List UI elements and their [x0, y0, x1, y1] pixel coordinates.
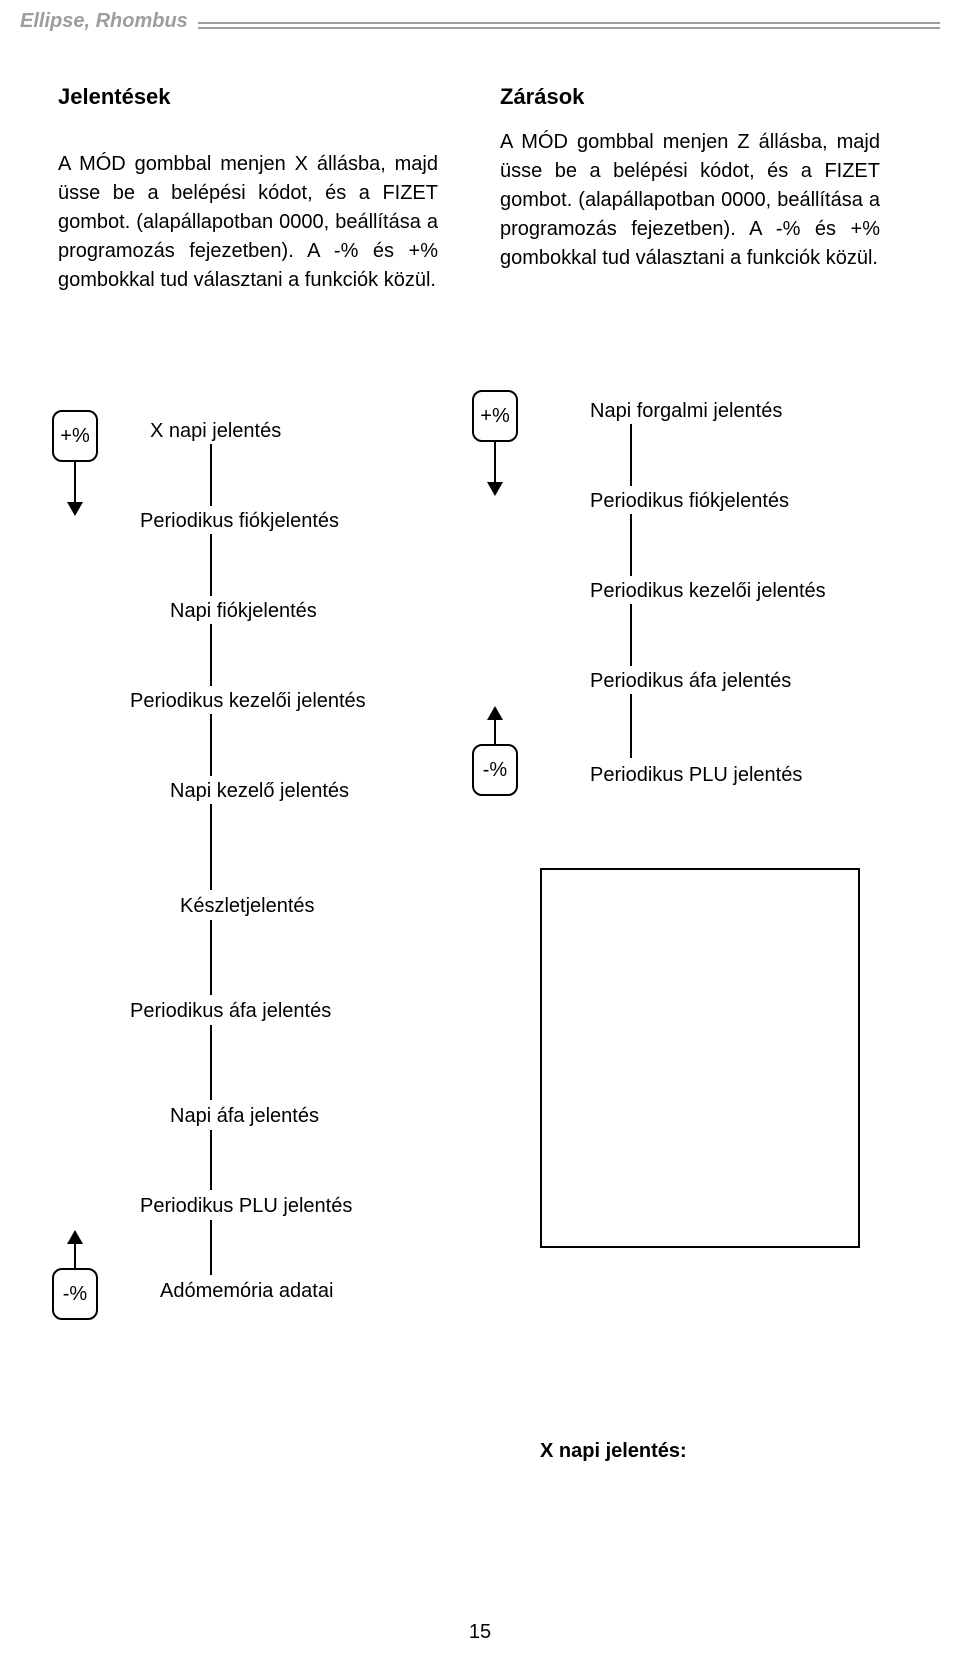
left-seg-1 [210, 534, 212, 596]
left-seg-0 [210, 444, 212, 506]
left-node-5: Készletjelentés [180, 895, 315, 918]
right-seg-2 [630, 604, 632, 666]
left-node-8: Periodikus PLU jelentés [140, 1195, 352, 1218]
left-seg-8 [210, 1220, 212, 1275]
left-node-0: X napi jelentés [150, 420, 281, 443]
right-paragraph: A MÓD gombbal menjen Z állásba, majd üss… [500, 128, 880, 273]
right-node-1: Periodikus fiókjelentés [590, 490, 789, 513]
left-node-4: Napi kezelő jelentés [170, 780, 349, 803]
left-node-2: Napi fiókjelentés [170, 600, 317, 623]
left-seg-4 [210, 804, 212, 890]
left-bottom-arrow-tail [74, 1244, 76, 1268]
page-number: 15 [469, 1621, 491, 1644]
left-top-arrow-tail [74, 462, 76, 502]
right-seg-0 [630, 424, 632, 486]
diagram-region: +% X napi jelentés Periodikus fiókjelent… [40, 370, 920, 1570]
left-top-arrow-head [67, 502, 83, 516]
left-seg-7 [210, 1130, 212, 1190]
left-node-3: Periodikus kezelői jelentés [130, 690, 366, 713]
right-node-4: Periodikus PLU jelentés [590, 764, 802, 787]
left-node-9: Adómemória adatai [160, 1280, 333, 1303]
right-node-2: Periodikus kezelői jelentés [590, 580, 826, 603]
left-node-1: Periodikus fiókjelentés [140, 510, 339, 533]
right-bottom-arrow-tail [494, 720, 496, 744]
header-rule: Ellipse, Rhombus [20, 14, 940, 44]
left-paragraph: A MÓD gombbal menjen X állásba, majd üss… [58, 150, 438, 295]
left-bottom-arrow-head [67, 1230, 83, 1244]
left-top-key: +% [52, 410, 98, 462]
header-title: Ellipse, Rhombus [20, 10, 198, 33]
right-top-key: +% [472, 390, 518, 442]
x-napi-jelentes-label: X napi jelentés: [540, 1440, 687, 1463]
left-section-title: Jelentések [58, 84, 171, 110]
right-node-3: Periodikus áfa jelentés [590, 670, 791, 693]
right-node-0: Napi forgalmi jelentés [590, 400, 782, 423]
right-top-arrow-tail [494, 442, 496, 482]
left-bottom-key: -% [52, 1268, 98, 1320]
right-section-title: Zárások [500, 84, 584, 110]
right-seg-3 [630, 694, 632, 758]
right-seg-1 [630, 514, 632, 576]
left-seg-5 [210, 920, 212, 995]
empty-box [540, 868, 860, 1248]
left-node-6: Periodikus áfa jelentés [130, 1000, 331, 1023]
right-bottom-key: -% [472, 744, 518, 796]
left-seg-3 [210, 714, 212, 776]
right-top-arrow-head [487, 482, 503, 496]
left-seg-2 [210, 624, 212, 686]
left-seg-6 [210, 1025, 212, 1100]
right-bottom-arrow-head [487, 706, 503, 720]
left-node-7: Napi áfa jelentés [170, 1105, 319, 1128]
